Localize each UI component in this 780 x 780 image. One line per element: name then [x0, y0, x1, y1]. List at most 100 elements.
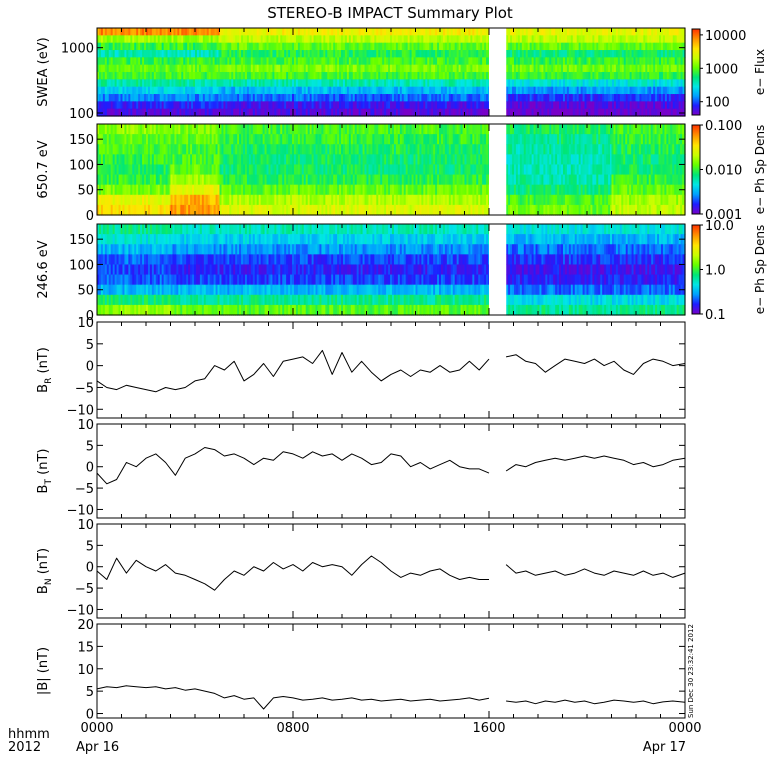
- spectrogram-cell: [288, 174, 291, 186]
- spectrogram-cell: [519, 108, 523, 117]
- spectrogram-cell: [167, 72, 171, 80]
- spectrogram-cell: [297, 35, 301, 44]
- spectrogram-cell: [608, 108, 611, 117]
- spectrogram-cell: [395, 124, 399, 135]
- spectrogram-cell: [157, 64, 161, 73]
- spectrogram-cell: [116, 134, 120, 145]
- spectrogram-cell: [664, 86, 668, 95]
- spectrogram-cell: [415, 64, 419, 73]
- spectrogram-cell: [112, 204, 116, 216]
- spectrogram-cell: [307, 50, 311, 58]
- spectrogram-cell: [352, 154, 356, 166]
- spectrogram-cell: [633, 50, 637, 58]
- spectrogram-cell: [167, 57, 171, 66]
- spectrogram-cell: [258, 124, 262, 135]
- spectrogram-cell: [323, 204, 326, 216]
- spectrogram-cell: [161, 101, 165, 110]
- spectrogram-cell: [233, 194, 236, 206]
- spectrogram-cell: [651, 57, 654, 66]
- spectrogram-cell: [246, 124, 250, 135]
- spectrogram-cell: [370, 194, 373, 206]
- spectrogram-cell: [411, 50, 415, 58]
- spectrogram-cell: [393, 164, 397, 176]
- spectrogram-cell: [274, 57, 277, 66]
- spectrogram-cell: [421, 72, 424, 80]
- spectrogram-cell: [370, 154, 373, 166]
- spectrogram-cell: [241, 134, 244, 145]
- spectrogram-cell: [319, 194, 323, 206]
- spectrogram-cell: [286, 101, 289, 110]
- spectrogram-cell: [136, 42, 139, 51]
- spectrogram-cell: [155, 35, 159, 44]
- spectrogram-cell: [211, 144, 215, 155]
- spectrogram-cell: [102, 57, 106, 66]
- spectrogram-cell: [211, 164, 215, 176]
- spectrogram-cell: [138, 86, 141, 95]
- colorbar-tick-label-0-2: 10000: [705, 29, 746, 44]
- spectrogram-cell: [370, 184, 373, 196]
- spectrogram-cell: [448, 86, 452, 95]
- spectrogram-cell: [352, 94, 356, 102]
- spectrogram-cell: [439, 64, 442, 73]
- spectrogram-cell: [372, 86, 375, 95]
- spectrogram-cell: [176, 204, 179, 216]
- spectrogram-cell: [413, 50, 417, 58]
- spectrogram-cell: [218, 64, 221, 73]
- spectrogram-cell: [266, 174, 270, 186]
- spectrogram-cell: [364, 79, 368, 88]
- spectrogram-cell: [401, 64, 405, 73]
- spectrogram-cell: [466, 101, 470, 110]
- spectrogram-cell: [578, 94, 582, 102]
- spectrogram-cell: [621, 42, 625, 51]
- spectrogram-cell: [525, 64, 529, 73]
- spectrogram-cell: [452, 42, 456, 51]
- spectrogram-cell: [596, 50, 599, 58]
- spectrogram-cell: [120, 35, 124, 44]
- spectrogram-cell: [561, 86, 564, 95]
- spectrogram-cell: [647, 101, 650, 110]
- spectrogram-cell: [254, 154, 258, 166]
- spectrogram-cell: [335, 50, 338, 58]
- spectrogram-cell: [472, 35, 475, 44]
- spectrogram-cell: [578, 64, 582, 73]
- spectrogram-cell: [208, 57, 212, 66]
- spectrogram-cell: [395, 184, 399, 196]
- spectrogram-cell: [376, 194, 379, 206]
- spectrogram-cell: [197, 154, 201, 166]
- spectrogram-cell: [311, 144, 315, 155]
- spectrogram-cell: [295, 94, 299, 102]
- spectrogram-cell: [225, 72, 228, 80]
- spectrogram-cell: [333, 184, 336, 196]
- spectrogram-cell: [657, 35, 660, 44]
- spectrogram-cell: [557, 28, 560, 36]
- spectrogram-cell: [364, 64, 368, 73]
- spectrogram-cell: [480, 42, 483, 51]
- spectrogram-cell: [149, 101, 153, 110]
- spectrogram-cell: [572, 108, 576, 117]
- spectrogram-cell: [204, 42, 208, 51]
- spectrogram-cell: [411, 101, 415, 110]
- spectrogram-cell: [219, 42, 223, 51]
- spectrogram-cell: [352, 79, 356, 88]
- spectrogram-cell: [189, 50, 192, 58]
- spectrogram-cell: [235, 101, 238, 110]
- spectrogram-cell: [512, 94, 515, 102]
- spectrogram-cell: [165, 194, 169, 206]
- spectrogram-cell: [547, 42, 550, 51]
- spectrogram-cell: [401, 144, 405, 155]
- spectrogram-cell: [358, 134, 362, 145]
- spectrogram-cell: [260, 64, 264, 73]
- spectrogram-cell: [161, 50, 165, 58]
- spectrogram-cell: [405, 64, 409, 73]
- spectrogram-cell: [541, 101, 544, 110]
- spectrogram-cell: [329, 86, 332, 95]
- spectrogram-cell: [664, 57, 668, 66]
- spectrogram-cell: [297, 101, 301, 110]
- spectrogram-cell: [280, 79, 283, 88]
- spectrogram-cell: [427, 50, 430, 58]
- spectrogram-cell: [114, 144, 118, 155]
- spectrogram-cell: [181, 94, 184, 102]
- spectrogram-cell: [297, 42, 301, 51]
- spectrogram-cell: [319, 94, 323, 102]
- spectrogram-cell: [187, 57, 190, 66]
